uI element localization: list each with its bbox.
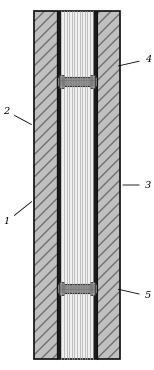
Bar	[59, 75, 64, 88]
Bar	[97, 11, 120, 359]
Bar	[34, 11, 57, 359]
Bar	[57, 284, 97, 293]
Bar	[57, 11, 61, 359]
Text: 5: 5	[118, 289, 151, 300]
Bar	[34, 11, 120, 359]
Bar	[59, 282, 64, 295]
Bar	[34, 11, 57, 359]
Bar	[61, 11, 93, 359]
Bar	[97, 11, 120, 359]
Bar	[90, 75, 95, 88]
Text: 4: 4	[118, 55, 151, 66]
Bar	[57, 77, 97, 86]
Bar	[93, 11, 97, 359]
Text: 1: 1	[3, 202, 32, 226]
Text: 2: 2	[3, 107, 31, 124]
Text: 3: 3	[123, 181, 151, 189]
Bar	[90, 282, 95, 295]
